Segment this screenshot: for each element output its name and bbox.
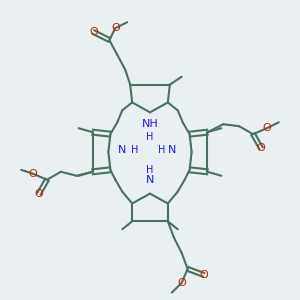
Text: N: N <box>168 145 176 155</box>
Text: O: O <box>35 189 44 199</box>
Text: O: O <box>177 278 186 288</box>
Text: H: H <box>158 145 166 155</box>
Text: O: O <box>111 23 120 33</box>
Text: H: H <box>131 145 139 155</box>
Text: O: O <box>29 169 38 179</box>
Text: O: O <box>199 270 208 280</box>
Text: NH: NH <box>142 119 158 129</box>
Text: N: N <box>146 175 154 185</box>
Text: O: O <box>262 123 271 133</box>
Text: H: H <box>146 132 154 142</box>
Text: H: H <box>146 165 154 175</box>
Text: N: N <box>118 145 126 155</box>
Text: O: O <box>89 27 98 37</box>
Text: O: O <box>256 143 265 153</box>
